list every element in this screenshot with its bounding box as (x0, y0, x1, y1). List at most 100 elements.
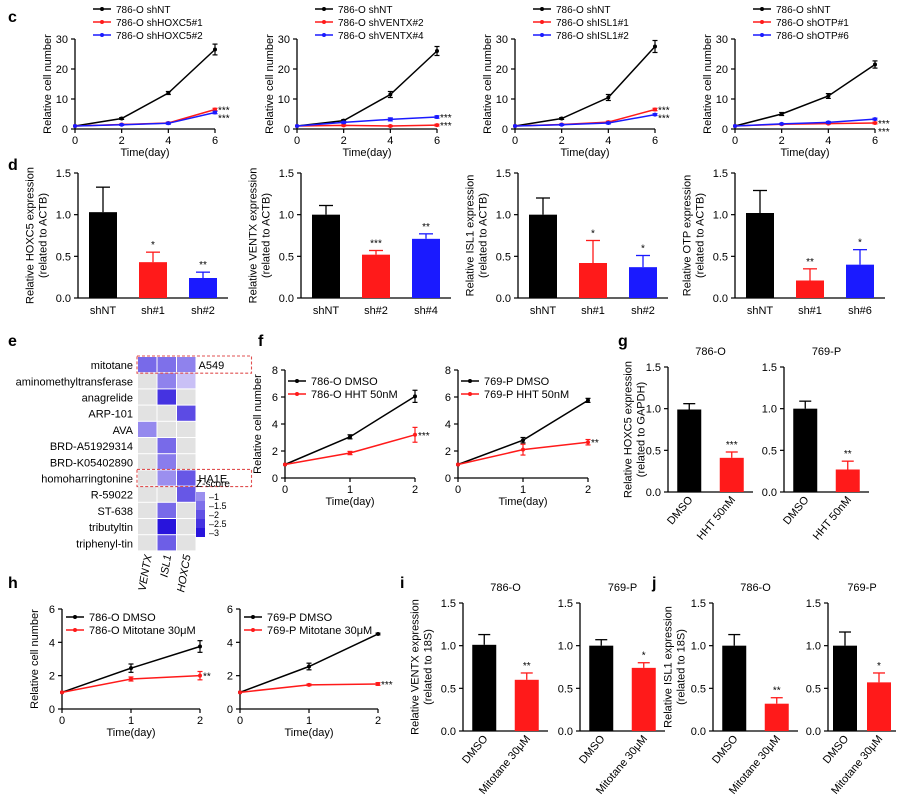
y-axis-label-line: (related to GAPDH) (636, 382, 648, 477)
x-axis-label: Time(day) (325, 496, 374, 508)
data-point (413, 394, 417, 399)
bar (835, 469, 860, 492)
legend-tick-label: –3 (209, 528, 219, 538)
legend-marker (322, 33, 326, 37)
heatmap-col-label: HOXC5 (175, 553, 194, 593)
chart-title: 786-O (695, 346, 726, 358)
bar-chart-d1: 0.0 0.5 1.0 1.5 shNT * sh#1 ** sh#2 Relative HOXC… (25, 167, 228, 317)
x-tick-label: 2 (585, 484, 591, 496)
bar (793, 408, 818, 492)
bar-chart-d2: 0.0 0.5 1.0 1.5 shNT *** sh#2 ** sh#4 Relative VE… (248, 168, 451, 317)
legend-swatch (196, 501, 205, 510)
x-tick-label: 2 (412, 484, 418, 496)
heatmap-row-label: BRD-A51929314 (50, 441, 133, 453)
y-tick-label: 0.5 (646, 445, 661, 457)
legend-marker (540, 33, 544, 37)
x-tick-label: shNT (90, 305, 117, 317)
line-chart-c1: 0 10 20 30 0 2 4 6 Time(day) Relative cell number… (42, 5, 230, 159)
data-point (873, 117, 877, 122)
y-tick-label: 1.0 (441, 641, 456, 653)
legend-label: 769-P DMSO (484, 376, 550, 388)
heatmap-cell (177, 502, 196, 518)
y-axis-label: Relative HOXC5 expression(related to ACT… (25, 167, 50, 304)
data-point (388, 124, 393, 128)
heatmap-row-label: ST-638 (98, 506, 133, 518)
x-tick-label: shNT (530, 305, 557, 317)
x-axis-label: Time(day) (284, 727, 333, 739)
data-point (435, 115, 439, 119)
bar (89, 212, 117, 298)
y-tick-label: 0.5 (558, 683, 573, 695)
legend-title: Z-score (196, 479, 230, 490)
heatmap-row-label: homoharringtonine (41, 474, 133, 486)
heatmap-row-label: anagrelide (82, 393, 133, 405)
heatmap-cell (157, 373, 176, 389)
x-tick-label: 1 (306, 715, 312, 727)
data-point (198, 673, 202, 678)
y-axis-label: Relative VENTX expression(related to 18S… (410, 599, 435, 735)
line-chart-h1: 0 2 4 6 0 1 2 Time(day) Relative cell number ** 78… (29, 604, 211, 739)
data-point (307, 682, 311, 687)
y-tick-label: 30 (56, 34, 68, 46)
data-point (307, 664, 311, 669)
y-tick-label: 0 (722, 124, 728, 136)
y-axis-label-line: (related to ACTB) (261, 193, 273, 278)
x-tick-label: 2 (779, 135, 785, 147)
heatmap-row-label: mitotane (91, 360, 133, 372)
x-tick-label: HHT 50nM (811, 494, 854, 542)
significance-label: * (642, 651, 646, 662)
heatmap-row-label: R-59022 (91, 490, 133, 502)
y-tick-label: 0.0 (558, 726, 573, 738)
x-tick-label: 0 (282, 484, 288, 496)
data-point (238, 690, 242, 695)
y-axis-label-line: Relative cell number (252, 374, 264, 474)
data-point (60, 690, 64, 695)
y-tick-label: 0.0 (646, 487, 661, 499)
y-tick-label: 0 (502, 124, 508, 136)
x-tick-label: 4 (165, 135, 171, 147)
legend-label: 786-O shISL1#1 (556, 18, 629, 29)
y-tick-label: 0.5 (691, 683, 706, 695)
data-point (606, 121, 611, 125)
heatmap-cell (177, 373, 196, 389)
heatmap-cell (138, 421, 157, 437)
y-tick-label: 1.5 (441, 598, 456, 610)
y-tick-label: 0.0 (441, 726, 456, 738)
x-tick-label: shNT (313, 305, 340, 317)
legend-marker (73, 628, 77, 632)
data-point (873, 62, 877, 67)
significance-label: *** (381, 680, 393, 691)
heatmap-row-label: ARP-101 (88, 409, 133, 421)
legend-marker (251, 615, 255, 619)
heatmap-cell (177, 389, 196, 405)
bar (722, 645, 747, 731)
y-tick-label: 6 (49, 604, 55, 616)
panel-label-d: d (8, 157, 18, 174)
data-point (283, 462, 287, 467)
x-tick-label: 6 (652, 135, 658, 147)
heatmap-cell (138, 470, 157, 486)
legend-tick-label: –2 (209, 510, 219, 520)
y-tick-label: 1.0 (713, 210, 728, 222)
x-tick-label: 0 (512, 135, 518, 147)
legend-label: 786-O HHT 50nM (311, 389, 398, 401)
data-point (733, 124, 737, 128)
data-point (435, 49, 439, 53)
legend-marker (100, 20, 104, 24)
data-point (119, 122, 124, 127)
x-tick-label: sh#2 (364, 305, 388, 317)
significance-label: ** (806, 257, 814, 268)
data-point (166, 121, 171, 126)
legend-marker (760, 20, 764, 24)
legend-marker (100, 33, 104, 37)
legend-marker (322, 20, 326, 24)
x-axis-label: Time(day) (780, 147, 829, 159)
x-tick-label: sh#4 (414, 305, 438, 317)
y-tick-label: 20 (278, 64, 290, 76)
y-axis-label-line: Relative cell number (264, 34, 276, 134)
x-tick-label: shNT (747, 305, 774, 317)
y-tick-label: 1.0 (496, 210, 511, 222)
heatmap-cell (157, 421, 176, 437)
